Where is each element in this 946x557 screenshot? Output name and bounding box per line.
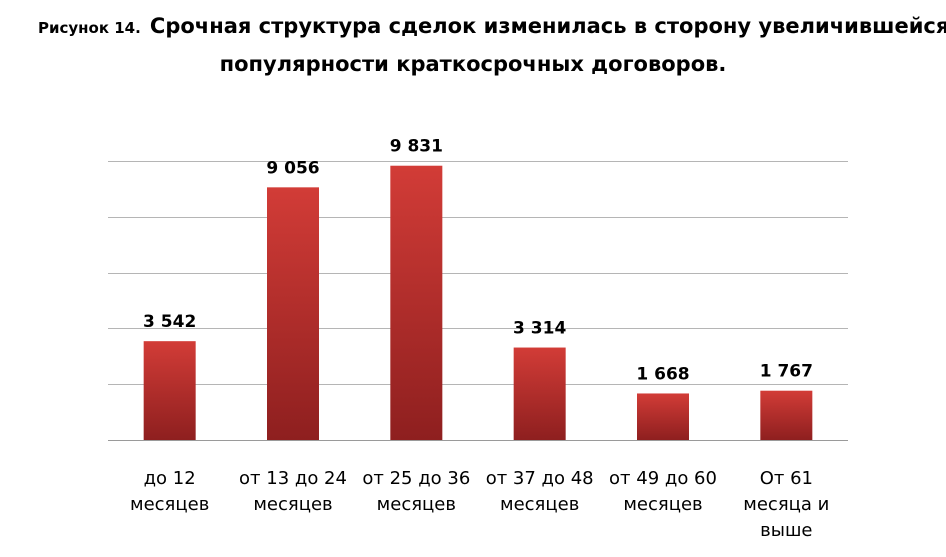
x-tick-label: от 37 до 48 месяцев <box>486 468 594 515</box>
gridlines <box>108 161 848 441</box>
bar-value-label: 3 314 <box>513 319 566 339</box>
x-tick-label-line: месяцев <box>253 494 332 515</box>
figure-label: Рисунок 14. <box>38 19 141 37</box>
bar <box>267 187 319 440</box>
x-tick-label-line: от 49 до 60 <box>609 468 717 489</box>
x-tick-label: От 61 месяца и выше <box>743 468 829 541</box>
bar-value-label: 9 056 <box>266 158 319 178</box>
x-tick-label: от 13 до 24 месяцев <box>239 468 347 515</box>
bar-value-label: 1 668 <box>636 364 689 384</box>
x-tick-label-line: месяцев <box>130 494 209 515</box>
bar-value-label: 9 831 <box>390 137 443 157</box>
x-tick-label: от 49 до 60 месяцев <box>609 468 717 515</box>
x-tick-label-line: от 37 до 48 <box>486 468 594 489</box>
bar <box>143 341 196 440</box>
bars <box>143 165 813 441</box>
bar-value-label: 1 767 <box>760 362 813 382</box>
bar <box>760 390 813 440</box>
bar <box>390 165 443 441</box>
x-tick-label-line: месяца и <box>743 494 829 515</box>
x-tick-label-line: месяцев <box>500 494 579 515</box>
value-labels: 3 542 9 056 9 831 3 314 1 668 1 767 <box>143 137 813 385</box>
title-line-1: Срочная структура сделок изменилась в ст… <box>149 14 946 38</box>
bar <box>513 347 566 440</box>
x-tick-label: от 25 до 36 месяцев <box>362 468 470 515</box>
x-tick-label-line: месяцев <box>623 494 702 515</box>
x-tick-label-line: месяцев <box>377 494 456 515</box>
x-tick-label-line: выше <box>760 520 812 541</box>
x-tick-label-line: от 25 до 36 <box>362 468 470 489</box>
x-tick-label-line: до 12 <box>144 468 196 489</box>
x-tick-label-line: от 13 до 24 <box>239 468 347 489</box>
x-tick-label-line: От 61 <box>760 468 813 489</box>
title-line-2: популярности краткосрочных договоров. <box>219 52 727 76</box>
bar <box>637 393 689 440</box>
x-tick-label: до 12 месяцев <box>130 468 209 515</box>
bar-value-label: 3 542 <box>143 312 196 332</box>
